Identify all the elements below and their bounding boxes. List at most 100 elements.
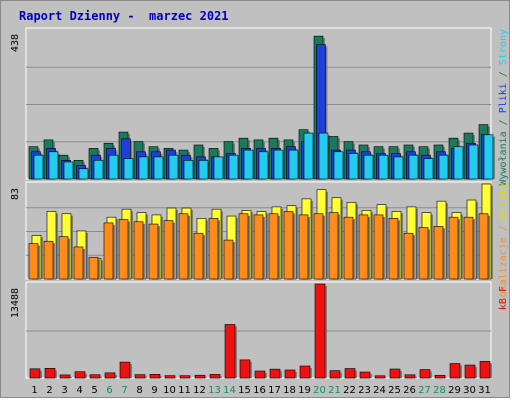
bar-middle-lokalizacje-day-21 bbox=[328, 212, 339, 280]
x-tick-day-10: 10 bbox=[163, 385, 176, 396]
bar-bottom-kb-f-day-6 bbox=[104, 372, 116, 379]
bar-middle-lokalizacje-day-3 bbox=[58, 236, 69, 280]
bar-bottom-kb-f-day-28 bbox=[434, 374, 446, 379]
bar-middle-lokalizacje-day-30 bbox=[463, 216, 474, 280]
bar-middle-lokalizacje-day-29 bbox=[448, 216, 459, 280]
x-tick-day-21: 21 bbox=[328, 385, 341, 396]
bar-middle-lokalizacje-day-26 bbox=[403, 232, 414, 280]
bar-top-strony-day-26 bbox=[408, 154, 419, 180]
bar-middle-lokalizacje-day-24 bbox=[373, 214, 384, 280]
x-tick-day-13: 13 bbox=[208, 385, 221, 396]
bar-top-strony-day-29 bbox=[453, 146, 464, 180]
bar-middle-lokalizacje-day-13 bbox=[208, 218, 219, 280]
bar-top-strony-day-15 bbox=[243, 149, 254, 180]
bar-top-strony-day-31 bbox=[483, 134, 494, 180]
bar-middle-lokalizacje-day-27 bbox=[418, 227, 429, 280]
bar-bottom-kb-f-day-4 bbox=[74, 371, 86, 379]
bar-top-strony-day-9 bbox=[153, 156, 164, 180]
series-label-middle-part-2: Wizyty bbox=[498, 183, 509, 219]
bar-middle-lokalizacje-day-2 bbox=[43, 240, 54, 280]
bar-middle-lokalizacje-day-1 bbox=[28, 243, 39, 280]
bar-middle-lokalizacje-day-18 bbox=[283, 211, 294, 280]
bar-bottom-kb-f-day-20 bbox=[314, 283, 326, 379]
bar-top-strony-day-28 bbox=[438, 154, 449, 180]
x-tick-day-7: 7 bbox=[121, 385, 127, 396]
x-tick-day-8: 8 bbox=[136, 385, 142, 396]
bar-bottom-kb-f-day-15 bbox=[239, 359, 251, 379]
x-tick-day-1: 1 bbox=[31, 385, 37, 396]
series-label-top-part-3: / bbox=[498, 65, 509, 83]
ymax-label-middle: 83 bbox=[10, 188, 21, 200]
x-tick-day-3: 3 bbox=[61, 385, 67, 396]
bar-top-strony-day-21 bbox=[333, 151, 344, 180]
bar-bottom-kb-f-day-1 bbox=[29, 368, 41, 379]
bar-middle-lokalizacje-day-11 bbox=[178, 213, 189, 280]
series-label-middle-part-1: / bbox=[498, 219, 509, 237]
ymax-label-top: 438 bbox=[10, 34, 21, 52]
bar-middle-lokalizacje-day-9 bbox=[148, 223, 159, 280]
bar-top-strony-day-1 bbox=[33, 154, 44, 180]
x-tick-day-22: 22 bbox=[343, 385, 356, 396]
bar-top-strony-day-4 bbox=[78, 168, 89, 180]
bar-bottom-kb-f-day-8 bbox=[134, 374, 146, 379]
panel-bottom bbox=[25, 281, 492, 379]
bar-top-strony-day-24 bbox=[378, 154, 389, 180]
x-tick-day-17: 17 bbox=[268, 385, 281, 396]
bar-top-strony-day-12 bbox=[198, 159, 209, 180]
bar-middle-lokalizacje-day-5 bbox=[88, 256, 99, 280]
x-tick-day-24: 24 bbox=[373, 385, 386, 396]
bar-middle-lokalizacje-day-20 bbox=[313, 213, 324, 280]
x-tick-day-16: 16 bbox=[253, 385, 266, 396]
x-tick-day-30: 30 bbox=[463, 385, 476, 396]
bar-top-strony-day-8 bbox=[138, 156, 149, 180]
bar-middle-lokalizacje-day-7 bbox=[118, 219, 129, 280]
bar-top-strony-day-10 bbox=[168, 154, 179, 180]
bar-top-strony-day-20 bbox=[318, 132, 329, 180]
bar-middle-lokalizacje-day-16 bbox=[253, 214, 264, 280]
x-tick-day-20: 20 bbox=[313, 385, 326, 396]
bar-middle-lokalizacje-day-23 bbox=[358, 214, 369, 280]
x-tick-day-2: 2 bbox=[46, 385, 52, 396]
bar-bottom-kb-f-day-9 bbox=[149, 374, 161, 379]
x-tick-day-25: 25 bbox=[388, 385, 401, 396]
bar-middle-lokalizacje-day-12 bbox=[193, 232, 204, 280]
bar-top-strony-day-25 bbox=[393, 156, 404, 180]
bar-bottom-kb-f-day-13 bbox=[209, 374, 221, 379]
x-tick-day-29: 29 bbox=[448, 385, 461, 396]
series-label-top-part-2: Pliki bbox=[498, 83, 509, 113]
bar-bottom-kb-f-day-21 bbox=[329, 370, 341, 379]
bar-bottom-kb-f-day-31 bbox=[479, 361, 491, 379]
bar-top-strony-day-30 bbox=[468, 144, 479, 180]
bar-middle-lokalizacje-day-6 bbox=[103, 222, 114, 280]
x-tick-day-19: 19 bbox=[298, 385, 311, 396]
bar-bottom-kb-f-day-12 bbox=[194, 374, 206, 379]
bar-bottom-kb-f-day-23 bbox=[359, 371, 371, 379]
bar-top-strony-day-2 bbox=[48, 151, 59, 180]
bar-middle-lokalizacje-day-19 bbox=[298, 214, 309, 280]
bar-bottom-kb-f-day-7 bbox=[119, 361, 131, 379]
bar-top-strony-day-16 bbox=[258, 151, 269, 180]
bar-bottom-kb-f-day-5 bbox=[89, 374, 101, 379]
series-label-top-part-4: Strony bbox=[498, 29, 509, 65]
bar-bottom-kb-f-day-30 bbox=[464, 364, 476, 379]
bar-middle-lokalizacje-day-25 bbox=[388, 218, 399, 280]
bar-top-strony-day-27 bbox=[423, 158, 434, 180]
bar-top-strony-day-22 bbox=[348, 153, 359, 180]
bar-top-strony-day-5 bbox=[93, 159, 104, 180]
x-tick-day-14: 14 bbox=[223, 385, 236, 396]
bar-bottom-kb-f-day-3 bbox=[59, 374, 71, 379]
x-tick-day-31: 31 bbox=[478, 385, 491, 396]
bar-bottom-kb-f-day-24 bbox=[374, 375, 386, 379]
x-tick-day-28: 28 bbox=[433, 385, 446, 396]
bar-middle-lokalizacje-day-28 bbox=[433, 226, 444, 280]
bar-middle-lokalizacje-day-4 bbox=[73, 246, 84, 280]
x-tick-day-9: 9 bbox=[151, 385, 157, 396]
bar-bottom-kb-f-day-19 bbox=[299, 365, 311, 379]
bar-middle-lokalizacje-day-15 bbox=[238, 213, 249, 280]
bar-top-strony-day-6 bbox=[108, 154, 119, 180]
bar-bottom-kb-f-day-10 bbox=[164, 375, 176, 379]
x-tick-day-27: 27 bbox=[418, 385, 431, 396]
series-label-top-part-1: / bbox=[498, 113, 509, 131]
x-tick-day-4: 4 bbox=[76, 385, 82, 396]
